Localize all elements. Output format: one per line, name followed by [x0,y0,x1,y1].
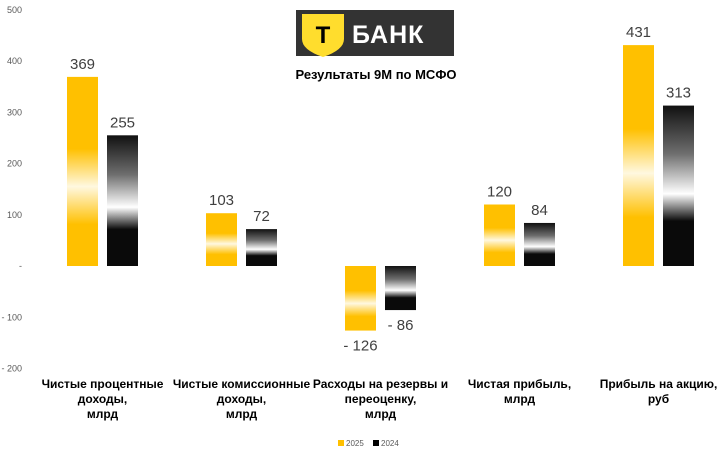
y-tick-label: - [19,261,22,271]
legend-label-2024: 2024 [381,439,399,448]
y-tick-label: 200 [7,159,22,169]
chart-title: Результаты 9М по МСФО [295,67,456,82]
bar-2025 [67,76,98,266]
data-label: 369 [70,56,95,73]
y-axis: 500 400 300 200 100 - - 100 - 200 [1,5,22,374]
data-label: 84 [531,202,548,219]
bar-2025 [623,45,654,266]
data-label: 431 [626,24,651,41]
data-label: 72 [253,208,270,225]
y-tick-label: 300 [7,107,22,117]
data-label: 120 [487,184,512,201]
bar-2024 [524,222,555,266]
category-label: Чистые комиссионные доходы, млрд [173,377,311,421]
data-label: 255 [110,114,135,131]
bar-2025 [206,213,237,266]
bar-2024 [385,266,416,311]
category-label: Расходы на резервы и переоценку, млрд [313,377,448,421]
legend: 2025 2024 [338,439,399,448]
data-label: 103 [209,192,234,209]
shield-icon [302,14,344,57]
y-tick-label: 500 [7,5,22,15]
y-tick-label: - 100 [1,312,22,322]
category-label: Чистые процентные доходы, млрд [42,377,164,421]
data-label: 313 [666,85,691,102]
shield-letter: Т [316,22,331,49]
bar-2024 [246,229,277,266]
category-label: Прибыль на акцию, руб [600,377,718,406]
y-tick-label: 400 [7,56,22,66]
data-label: - 126 [343,338,377,355]
bars: 369 103 - 126 120 431 255 72 - 86 84 313 [67,24,694,355]
y-tick-label: 100 [7,210,22,220]
bar-2025 [345,266,376,331]
bank-logo: Т БАНК [296,10,454,57]
bar-2024 [663,105,694,267]
legend-swatch-2024 [373,440,379,446]
bar-2024 [107,135,138,266]
legend-swatch-2025 [338,440,344,446]
legend-label-2025: 2025 [346,439,364,448]
category-label: Чистая прибыль, млрд [468,377,571,406]
bar-2025 [484,204,515,266]
logo-text: БАНК [352,21,424,49]
data-label: - 86 [388,317,414,334]
y-tick-label: - 200 [1,364,22,374]
